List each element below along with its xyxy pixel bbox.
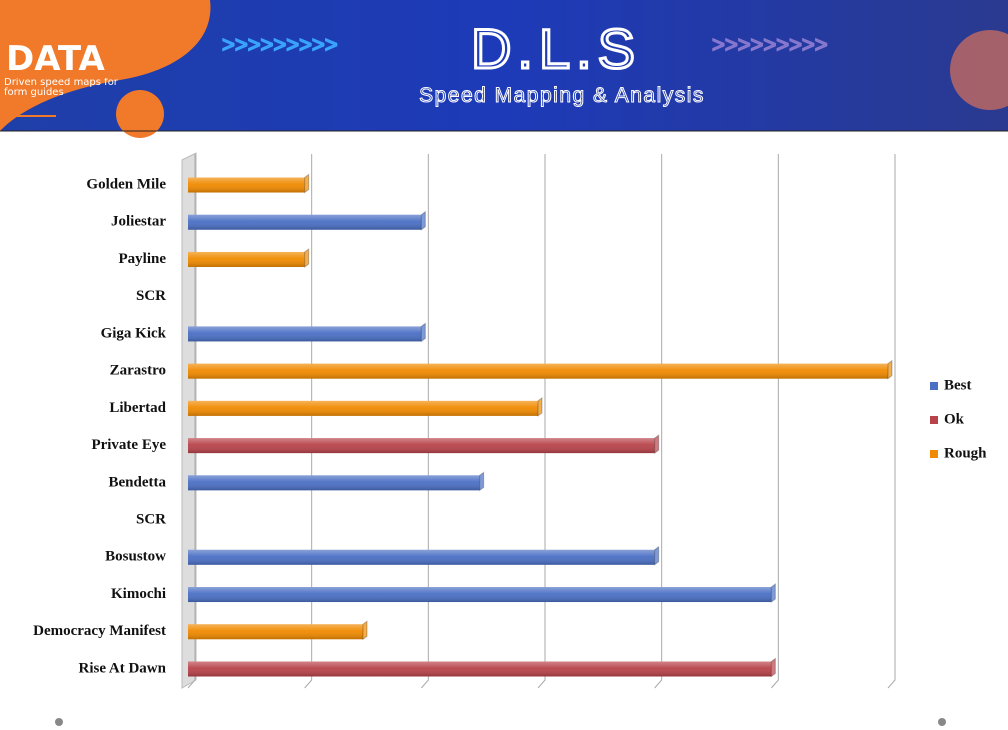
bar-cap — [420, 322, 426, 343]
bar-cap — [362, 620, 368, 641]
bar-shine — [188, 475, 480, 491]
bar-shine — [188, 587, 772, 603]
bar-cap — [887, 359, 893, 380]
category-label: SCR — [136, 288, 166, 304]
bar-cap — [770, 657, 776, 678]
dot-right — [938, 718, 946, 726]
category-label: Democracy Manifest — [33, 623, 166, 639]
legend-label: Best — [944, 377, 972, 393]
brand: DATA — [6, 39, 105, 79]
bar-cap — [537, 396, 543, 417]
bar-cap — [479, 471, 485, 492]
category-label: Payline — [119, 251, 167, 267]
banner-title: D.L.S — [471, 17, 641, 80]
legend-swatch — [930, 416, 938, 424]
grid-line — [887, 154, 896, 689]
category-label: SCR — [136, 512, 166, 528]
banner: DATA Driven speed maps for form guides >… — [0, 0, 1008, 138]
legend-swatch — [930, 382, 938, 390]
orange-blob — [0, 0, 211, 131]
grid-line — [304, 154, 313, 689]
legend-label: Ok — [944, 411, 965, 427]
grid-line — [420, 154, 429, 689]
grid-line — [770, 154, 779, 689]
bar-cap — [304, 247, 310, 268]
axis-wall — [181, 152, 197, 689]
bar-cap — [420, 210, 426, 231]
bar-cap — [654, 545, 660, 566]
legend-label: Rough — [944, 445, 987, 461]
category-label: Joliestar — [111, 214, 166, 230]
category-label: Kimochi — [111, 586, 166, 602]
category-label: Zarastro — [110, 363, 166, 379]
bar-shine — [188, 438, 655, 454]
bar-shine — [188, 326, 422, 342]
grid-line — [537, 154, 546, 689]
bar-cap — [304, 173, 310, 194]
bar-cap — [654, 434, 660, 455]
category-label: Giga Kick — [101, 325, 167, 341]
bar-shine — [188, 177, 305, 193]
category-label: Bendetta — [109, 474, 167, 490]
banner-subtitle: Speed Mapping & Analysis — [419, 84, 705, 107]
category-label: Private Eye — [91, 437, 166, 453]
bar-shine — [188, 251, 305, 267]
bar-shine — [188, 214, 422, 230]
category-label: Bosustow — [105, 549, 166, 565]
bar-shine — [188, 363, 888, 379]
tagline: Driven speed maps for form guides — [4, 78, 118, 98]
orange-dot — [116, 90, 164, 138]
category-label: Libertad — [109, 400, 166, 416]
bar-shine — [188, 661, 772, 677]
bar-shine — [188, 549, 655, 565]
bar-cap — [770, 583, 776, 604]
tagline-box: Driven speed maps for form guides — [4, 78, 118, 98]
chevrons-right: >>>>>>>>> — [712, 32, 828, 57]
grid-line — [654, 154, 663, 689]
dot-left — [55, 718, 63, 726]
category-label: Golden Mile — [86, 176, 166, 192]
side-blob — [950, 30, 1008, 110]
bar-shine — [188, 400, 538, 416]
category-label: Rise At Dawn — [78, 660, 166, 676]
chevrons-left: >>>>>>>>> — [222, 32, 338, 57]
legend-swatch — [930, 450, 938, 458]
bar-shine — [188, 624, 363, 640]
